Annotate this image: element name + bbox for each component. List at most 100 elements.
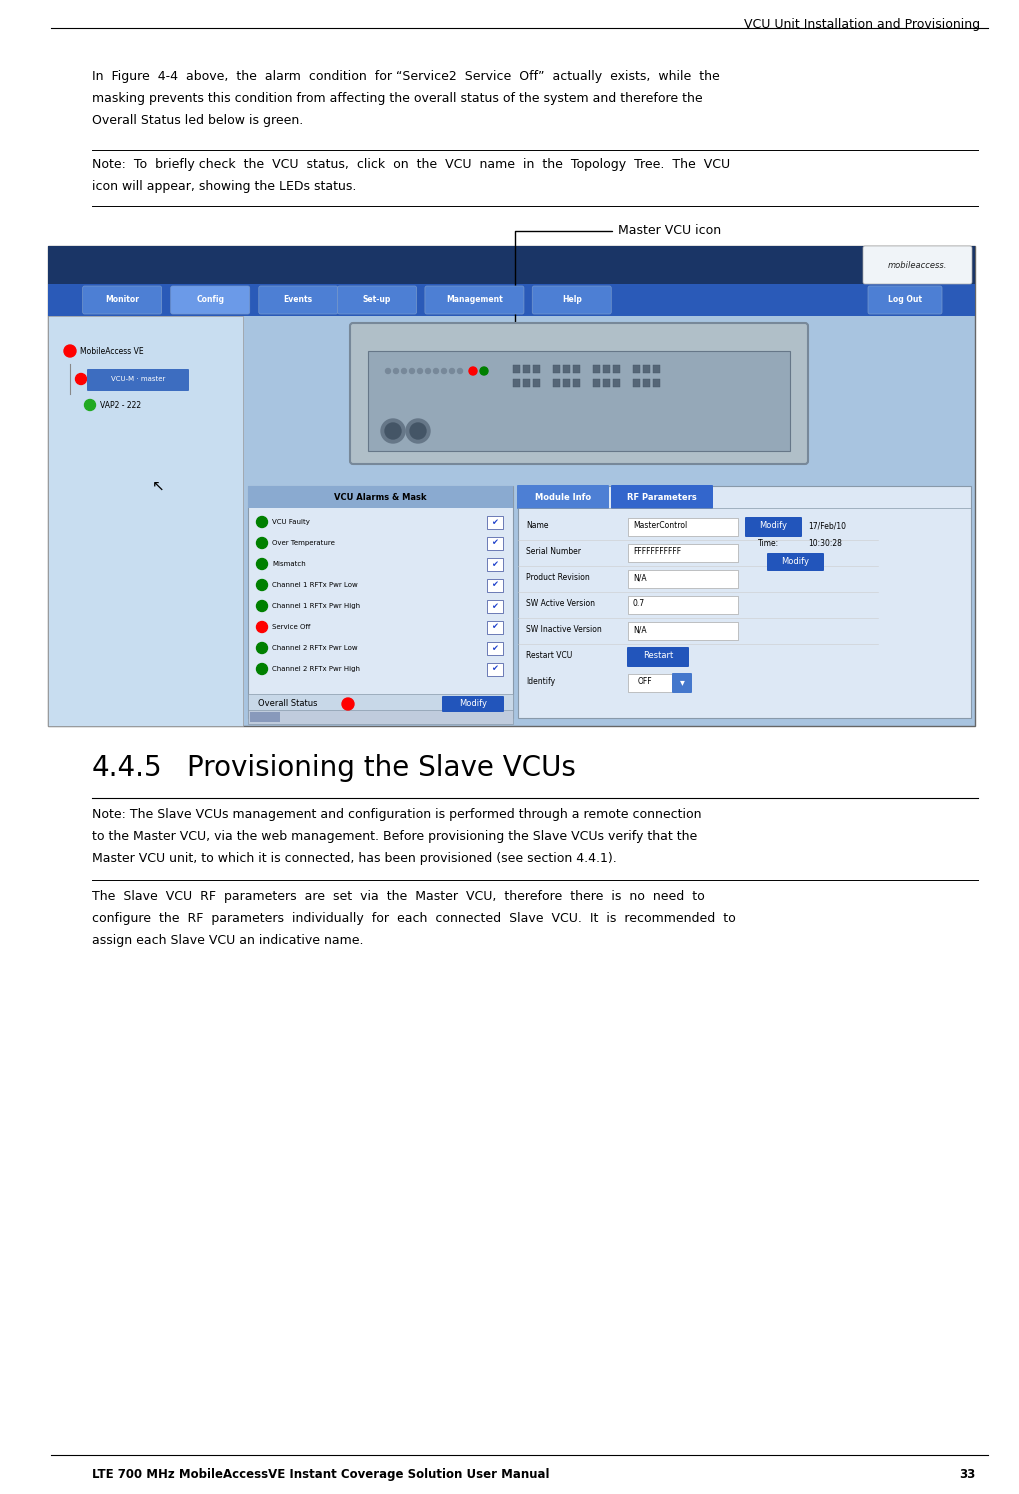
Text: ✔: ✔ — [491, 517, 498, 526]
Bar — [487, 601, 503, 613]
Text: Note:  To  briefly check  the  VCU  status,  click  on  the  VCU  name  in  the : Note: To briefly check the VCU status, c… — [92, 158, 731, 170]
Text: ✔: ✔ — [491, 559, 498, 569]
Text: In  Figure  4-4  above,  the  alarm  condition  for “Service2  Service  Off”  ac: In Figure 4-4 above, the alarm condition… — [92, 70, 719, 84]
Bar — [48, 284, 975, 317]
Bar — [533, 365, 540, 374]
Text: Note: The Slave VCUs management and configuration is performed through a remote : Note: The Slave VCUs management and conf… — [92, 808, 701, 822]
Circle shape — [418, 369, 423, 374]
Text: Modify: Modify — [759, 521, 787, 530]
Bar — [613, 365, 620, 374]
Text: ✔: ✔ — [491, 623, 498, 632]
Text: VCU-M · master: VCU-M · master — [111, 376, 165, 382]
Circle shape — [257, 622, 268, 632]
Circle shape — [85, 399, 96, 411]
Circle shape — [458, 369, 463, 374]
Text: Overall Status led below is green.: Overall Status led below is green. — [92, 114, 304, 127]
Bar — [603, 379, 610, 387]
Text: Modify: Modify — [459, 699, 487, 708]
Bar — [603, 365, 610, 374]
Text: N/A: N/A — [633, 574, 647, 583]
Text: Management: Management — [446, 296, 502, 305]
Bar — [368, 351, 790, 451]
Circle shape — [257, 642, 268, 653]
FancyBboxPatch shape — [87, 369, 189, 391]
Bar — [593, 379, 600, 387]
Bar — [564, 365, 570, 374]
Text: LTE 700 MHz MobileAccessVE Instant Coverage Solution User Manual: LTE 700 MHz MobileAccessVE Instant Cover… — [92, 1469, 549, 1481]
FancyBboxPatch shape — [611, 486, 713, 509]
Text: ✔: ✔ — [491, 581, 498, 590]
Text: ↖: ↖ — [152, 478, 164, 493]
Text: Overall Status: Overall Status — [258, 699, 318, 708]
Bar — [487, 642, 503, 654]
Text: ✔: ✔ — [491, 665, 498, 674]
Circle shape — [75, 374, 87, 384]
Text: Help: Help — [561, 296, 582, 305]
Text: The  Slave  VCU  RF  parameters  are  set  via  the  Master  VCU,  therefore  th: The Slave VCU RF parameters are set via … — [92, 890, 705, 902]
Text: SW Inactive Version: SW Inactive Version — [526, 626, 602, 635]
Text: Over Temperature: Over Temperature — [272, 539, 335, 545]
Text: Channel 1 RFTx Pwr High: Channel 1 RFTx Pwr High — [272, 604, 360, 610]
Bar — [643, 379, 650, 387]
Text: VCU Faulty: VCU Faulty — [272, 518, 310, 524]
Text: Modify: Modify — [781, 557, 809, 566]
Circle shape — [480, 368, 488, 375]
Text: FFFFFFFFFFF: FFFFFFFFFFF — [633, 547, 681, 556]
Text: Master VCU icon: Master VCU icon — [618, 224, 721, 238]
Bar — [653, 379, 660, 387]
Bar — [633, 365, 640, 374]
Text: MasterControl: MasterControl — [633, 521, 687, 530]
Text: Mismatch: Mismatch — [272, 562, 306, 568]
Bar — [487, 580, 503, 592]
Circle shape — [385, 423, 401, 439]
FancyBboxPatch shape — [259, 285, 337, 314]
Circle shape — [257, 517, 268, 527]
Text: configure  the  RF  parameters  individually  for  each  connected  Slave  VCU. : configure the RF parameters individually… — [92, 911, 736, 925]
Bar — [523, 379, 530, 387]
Circle shape — [469, 368, 477, 375]
Bar — [513, 365, 520, 374]
Circle shape — [257, 663, 268, 674]
Text: Restart: Restart — [643, 651, 674, 660]
Text: 10:30:28: 10:30:28 — [808, 539, 842, 548]
Circle shape — [257, 580, 268, 590]
Text: Serial Number: Serial Number — [526, 547, 581, 556]
Bar — [523, 365, 530, 374]
Bar — [628, 571, 738, 589]
Circle shape — [257, 601, 268, 611]
Bar — [593, 365, 600, 374]
Text: ▾: ▾ — [680, 677, 685, 687]
Text: RF Parameters: RF Parameters — [627, 493, 697, 502]
Circle shape — [257, 559, 268, 569]
Bar — [628, 596, 738, 614]
Bar — [613, 379, 620, 387]
Text: Module Info: Module Info — [535, 493, 591, 502]
Text: Channel 1 RFTx Pwr Low: Channel 1 RFTx Pwr Low — [272, 583, 358, 589]
Text: N/A: N/A — [633, 626, 647, 635]
Text: 33: 33 — [959, 1469, 975, 1481]
Bar — [487, 663, 503, 675]
Circle shape — [401, 369, 407, 374]
Circle shape — [393, 369, 398, 374]
Circle shape — [257, 538, 268, 548]
Text: VCU Unit Installation and Provisioning: VCU Unit Installation and Provisioning — [744, 18, 980, 31]
Bar — [653, 365, 660, 374]
FancyBboxPatch shape — [517, 486, 609, 509]
Bar — [248, 486, 513, 508]
Text: 0.7: 0.7 — [633, 599, 645, 608]
Text: icon will appear, showing the LEDs status.: icon will appear, showing the LEDs statu… — [92, 179, 357, 193]
Bar — [628, 518, 738, 536]
Text: masking prevents this condition from affecting the overall status of the system : masking prevents this condition from aff… — [92, 93, 703, 105]
Text: Identify: Identify — [526, 677, 555, 687]
Text: ✔: ✔ — [491, 644, 498, 653]
Bar — [513, 379, 520, 387]
FancyBboxPatch shape — [442, 696, 504, 713]
Text: Config: Config — [197, 296, 224, 305]
FancyBboxPatch shape — [350, 323, 808, 465]
Text: SW Active Version: SW Active Version — [526, 599, 595, 608]
Text: Channel 2 RFTx Pwr Low: Channel 2 RFTx Pwr Low — [272, 645, 358, 651]
Bar — [628, 674, 673, 692]
Bar — [248, 486, 513, 719]
Text: ✔: ✔ — [491, 538, 498, 547]
Bar — [487, 622, 503, 633]
